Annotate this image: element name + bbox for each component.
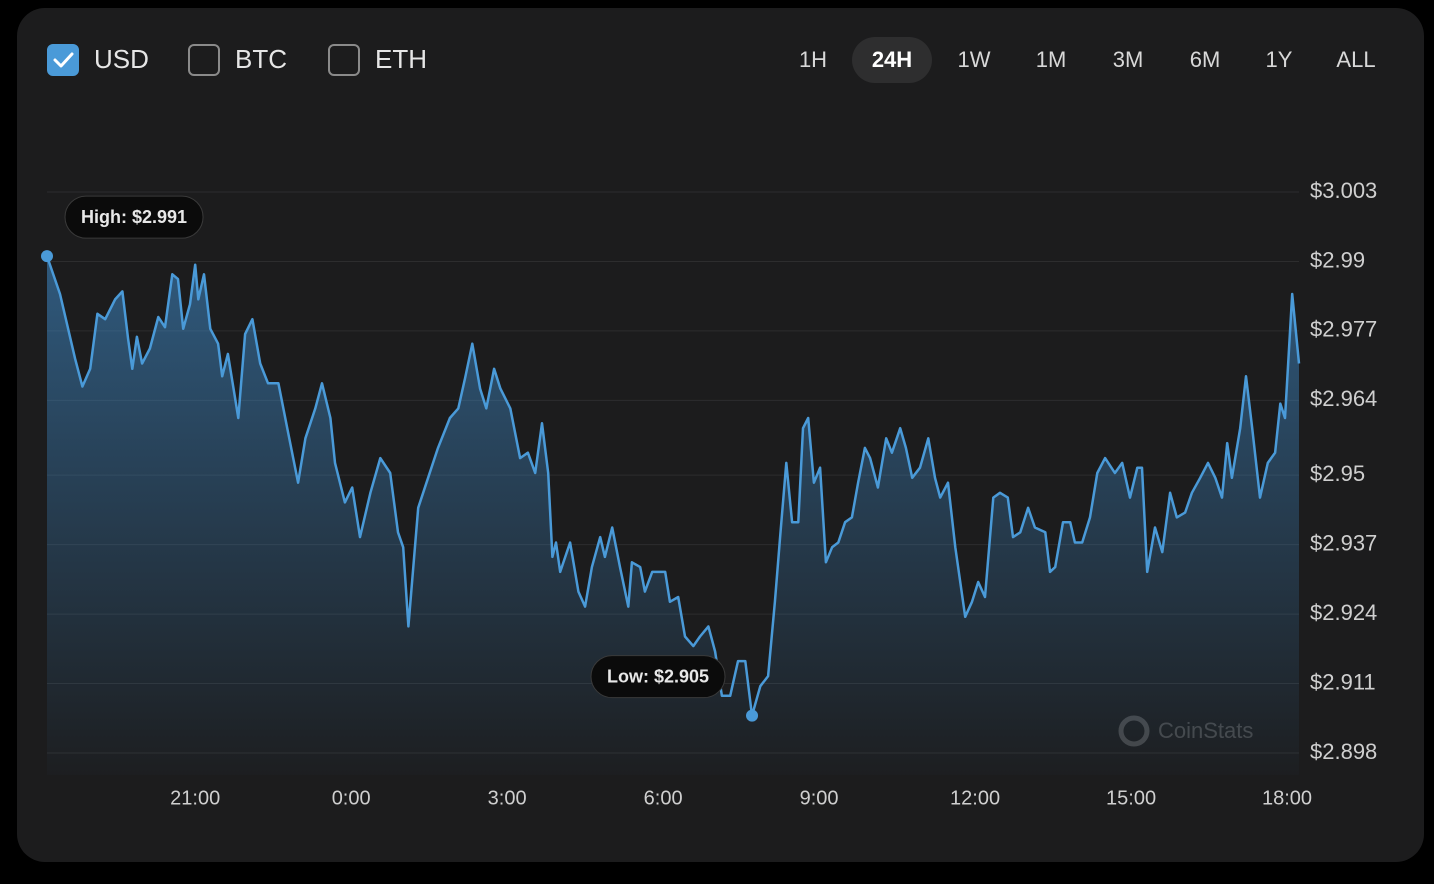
range-label[interactable]: ALL: [1336, 47, 1375, 72]
range-label[interactable]: 24H: [872, 47, 912, 72]
toolbar: USD BTC ETH 1H 24H 1W 1M 3M 6M 1Y ALL: [47, 37, 1376, 83]
extreme-point: [746, 709, 759, 722]
range-button[interactable]: 1H: [799, 47, 827, 72]
range-button[interactable]: 1Y: [1266, 47, 1293, 72]
plot: $3.003 $2.99 $2.977 $2.964 $2.95 $2.937 $2.924…: [41, 178, 1377, 809]
y-tick-label: $2.95: [1310, 461, 1365, 486]
y-tick-label: $2.924: [1310, 600, 1377, 625]
checkbox[interactable]: [328, 44, 360, 76]
currency-label[interactable]: ETH: [375, 44, 427, 74]
x-tick-label: 0:00: [332, 787, 371, 809]
x-tick-label: 6:00: [644, 787, 683, 809]
range-button[interactable]: 1M: [1036, 47, 1067, 72]
range-label[interactable]: 1H: [799, 47, 827, 72]
currency-toggle[interactable]: ETH: [328, 44, 427, 76]
x-tick-label: 3:00: [488, 787, 527, 809]
price-line: [45, 255, 1301, 717]
y-tick-label: $2.99: [1310, 247, 1365, 272]
range-label[interactable]: 1W: [958, 47, 991, 72]
range-label[interactable]: 1M: [1036, 47, 1067, 72]
currency-toggle[interactable]: USD: [47, 44, 149, 76]
y-tick-label: $2.898: [1310, 739, 1377, 764]
range-label[interactable]: 3M: [1113, 47, 1144, 72]
annotation: High: $2.991: [64, 195, 204, 239]
annotation-bg: [590, 655, 726, 699]
y-tick-label: $3.003: [1310, 178, 1377, 203]
annotation-text: Low: $2.905: [607, 666, 709, 686]
check-mark: [53, 52, 74, 68]
range-button[interactable]: 3M: [1113, 47, 1144, 72]
range-label[interactable]: 1Y: [1266, 47, 1293, 72]
range-label[interactable]: 6M: [1190, 47, 1221, 72]
currency-label[interactable]: USD: [94, 44, 149, 74]
y-tick-label: $2.937: [1310, 530, 1377, 555]
x-tick-label: 9:00: [800, 787, 839, 809]
x-tick-label: 18:00: [1262, 787, 1312, 809]
annotation-text: High: $2.991: [81, 207, 187, 227]
y-tick-label: $2.977: [1310, 317, 1377, 342]
x-tick-label: 12:00: [950, 787, 1000, 809]
currency-label[interactable]: BTC: [235, 44, 287, 74]
checkbox[interactable]: [188, 44, 220, 76]
price-area: [47, 256, 1299, 776]
checkbox[interactable]: [47, 44, 79, 76]
extreme-point: [41, 250, 53, 263]
range-button[interactable]: 6M: [1190, 47, 1221, 72]
range-button[interactable]: 1W: [958, 47, 991, 72]
range-selected-bg[interactable]: [852, 37, 932, 83]
range-button[interactable]: 24H: [852, 37, 932, 83]
x-tick-label: 15:00: [1106, 787, 1156, 809]
currency-toggle[interactable]: BTC: [188, 44, 287, 76]
x-tick-label: 21:00: [170, 787, 220, 809]
y-tick-label: $2.964: [1310, 386, 1377, 411]
annotation: Low: $2.905: [590, 655, 726, 699]
range-button[interactable]: ALL: [1336, 47, 1375, 72]
y-tick-label: $2.911: [1310, 669, 1376, 694]
annotation-bg: [64, 195, 204, 239]
